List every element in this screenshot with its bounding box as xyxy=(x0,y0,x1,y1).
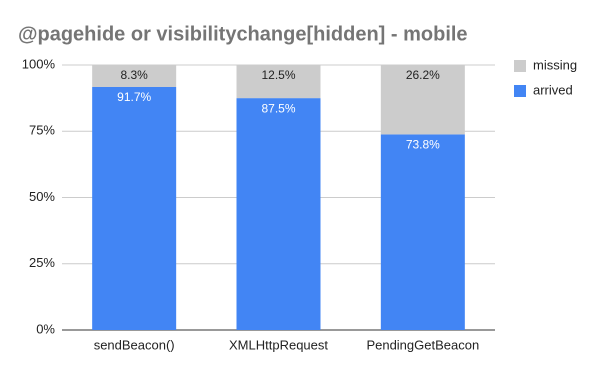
legend-label: arrived xyxy=(533,82,573,97)
y-tick-label: 75% xyxy=(29,123,55,138)
data-label: 87.5% xyxy=(261,101,295,115)
bar-segment xyxy=(236,65,321,99)
bar-segment xyxy=(380,65,465,135)
chart-title: @pagehide or visibilitychange[hidden] - … xyxy=(18,23,468,45)
data-label: 8.3% xyxy=(120,68,148,82)
bar-segment xyxy=(92,86,177,331)
data-label: 73.8% xyxy=(406,138,440,152)
y-tick-label: 100% xyxy=(22,56,56,71)
bar-segment xyxy=(380,134,465,330)
bar-segment xyxy=(236,98,321,330)
x-tick-label: sendBeacon() xyxy=(94,337,175,352)
data-label: 26.2% xyxy=(406,68,440,82)
data-label: 91.7% xyxy=(117,90,151,104)
y-tick-label: 0% xyxy=(36,321,55,336)
x-tick-label: PendingGetBeacon xyxy=(366,337,479,352)
data-label: 12.5% xyxy=(261,68,295,82)
legend-swatch xyxy=(514,85,526,97)
bar-segment xyxy=(92,65,177,87)
x-tick-label: XMLHttpRequest xyxy=(229,337,328,352)
y-tick-label: 50% xyxy=(29,189,55,204)
legend-swatch xyxy=(514,60,526,72)
legend-label: missing xyxy=(533,57,577,72)
y-tick-label: 25% xyxy=(29,255,55,270)
